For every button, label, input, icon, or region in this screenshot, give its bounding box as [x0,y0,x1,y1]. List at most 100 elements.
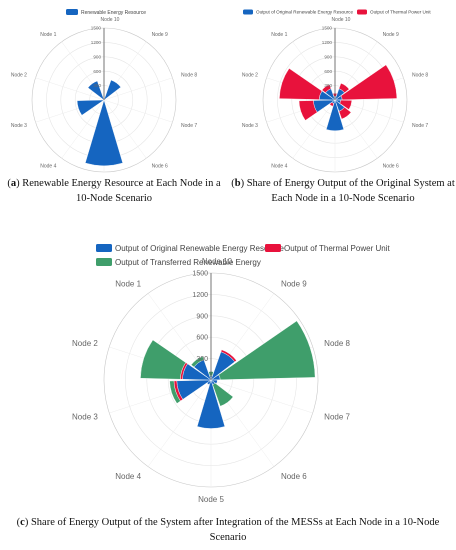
caption-a: (a) Renewable Energy Resource at Each No… [7,178,221,204]
chart-b-legend-label: Output of Original Renewable Energy Reso… [256,10,353,15]
chart-c-category-label: Node 7 [324,413,350,422]
chart-a-radial-tick-label: 1200 [91,40,102,45]
chart-c-category-label: Node 5 [198,495,224,504]
chart-c-radial-tick-label: 1200 [192,292,208,299]
chart-c: Output of Original Renewable Energy Reso… [0,236,456,516]
chart-c-legend-swatch [265,244,281,252]
chart-a-bar [103,79,122,101]
chart-a-radial-tick-label: 600 [93,69,101,74]
chart-c-category-label: Node 3 [72,413,98,422]
chart-a-spoke [103,77,173,101]
chart-a-category-label: Node 3 [11,123,27,129]
chart-c-legend-swatch [96,244,112,252]
caption-b: (b) Share of Energy Output of the Origin… [231,178,455,204]
chart-a-spoke [61,99,105,159]
chart-c-legend-label: Output of Thermal Power Unit [284,244,390,253]
chart-b-radial-tick-label: 600 [324,69,332,74]
chart-c-legend-item: Output of Transferred Renewable Energy [96,258,261,267]
chart-a-bar [76,99,105,116]
chart-c-radial-ticks: 300 600 900 1200 1500 [192,270,208,363]
chart-b-radial-tick-label: 1200 [322,40,333,45]
chart-a-bar [85,99,123,166]
chart-c-category-label: Node 9 [281,280,307,289]
caption-c-label: c [20,517,25,528]
chart-c-category-label: Node 1 [115,280,141,289]
caption-c: (c) Share of Energy Output of the System… [16,517,440,543]
chart-b-category-label: Node 4 [271,163,287,169]
chart-a-radial-tick-label: 1500 [91,26,102,31]
chart-a-legend-item: Renewable Energy Resource [66,9,146,16]
chart-b-legend-item: Output of Original Renewable Energy Reso… [243,9,353,15]
chart-c-category-labels: Node 10 Node 9 Node 8 Node 7 Node 6 Node 5 Nod… [72,257,351,504]
caption-a-text: Renewable Energy Resource at Each Node i… [22,178,221,204]
chart-b-category-label: Node 6 [383,163,399,169]
chart-a-category-label: Node 10 [101,17,120,23]
chart-b-bar [338,107,352,120]
chart-a-category-label: Node 6 [152,163,168,169]
chart-b-legend: Output of Original Renewable Energy Reso… [243,9,431,15]
chart-b-legend-item: Output of Thermal Power Unit [357,9,431,15]
chart-a: Renewable Energy Resource 300 600 900 1200 15… [0,0,228,185]
chart-b-legend-label: Output of Thermal Power Unit [370,10,431,15]
chart-c-bar [140,339,187,380]
chart-c-category-label: Node 4 [115,472,141,481]
caption-c-text: Share of Energy Output of the System aft… [30,517,440,543]
chart-a-category-label: Node 8 [181,73,197,79]
chart-c-category-label: Node 10 [202,257,233,266]
chart-c-bars [140,320,316,429]
chart-a-bars [76,79,123,166]
chart-b-bars [279,64,398,131]
chart-b-radial-tick-label: 300 [324,83,332,88]
caption-a-label: a [10,178,17,189]
chart-a-radial-ticks: 300 600 900 1200 1500 [91,26,102,89]
chart-b-radial-ticks: 300 600 900 1200 1500 [322,26,333,89]
caption-b-label: b [234,178,241,189]
chart-a-legend-swatch [66,9,78,15]
chart-c-radial-tick-label: 600 [196,335,208,342]
chart-c-bar [212,382,234,407]
chart-c-radial-tick-label: 900 [196,313,208,320]
chart-a-category-label: Node 4 [40,163,56,169]
chart-b-bar [298,100,318,121]
chart-b-bar [279,68,323,100]
chart-b-category-label: Node 2 [242,73,258,79]
chart-b-category-label: Node 10 [332,17,351,23]
chart-a-spoke [103,99,173,123]
chart-b-bar [325,99,345,131]
chart-c-bar [218,320,316,380]
chart-a-spoke [35,77,105,101]
chart-b-spoke [292,99,336,159]
chart-b-bar [321,84,332,93]
chart-c-radial-tick-label: 300 [196,356,208,363]
chart-b-legend-swatch [243,9,253,15]
chart-c-bar [220,349,237,363]
chart-a-category-label: Node 9 [152,32,168,38]
chart-b-category-label: Node 7 [412,123,428,129]
chart-c-bar [176,379,212,400]
chart-a-category-label: Node 1 [40,32,56,38]
chart-a-radial-tick-label: 300 [93,83,101,88]
chart-a-legend: Renewable Energy Resource [66,9,146,16]
chart-b-bar [340,64,398,101]
chart-c-legend-item: Output of Thermal Power Unit [265,244,390,253]
chart-c-bar [169,380,181,404]
chart-c-category-label: Node 8 [324,339,350,348]
chart-b-category-label: Node 3 [242,123,258,129]
chart-c-category-label: Node 6 [281,472,307,481]
chart-b-radial-tick-label: 1500 [322,26,333,31]
chart-b-bar [338,82,350,93]
chart-b-category-label: Node 1 [271,32,287,38]
chart-c-bar [190,356,205,368]
chart-c-legend-label: Output of Original Renewable Energy Reso… [115,244,285,253]
chart-a-svg: Renewable Energy Resource 300 600 900 1200 15… [11,9,197,185]
chart-b-category-label: Node 9 [383,32,399,38]
chart-b-radial-tick-label: 900 [324,54,332,59]
chart-c-bar [196,379,226,429]
chart-c-category-label: Node 2 [72,339,98,348]
chart-a-legend-label: Renewable Energy Resource [81,10,146,16]
chart-b-svg: Output of Original Renewable Energy Reso… [242,9,431,185]
chart-c-spoke [210,379,313,414]
chart-c-legend-label: Output of Transferred Renewable Energy [115,258,261,267]
chart-c-radial-tick-label: 1500 [192,270,208,277]
chart-b-legend-swatch [357,9,367,15]
